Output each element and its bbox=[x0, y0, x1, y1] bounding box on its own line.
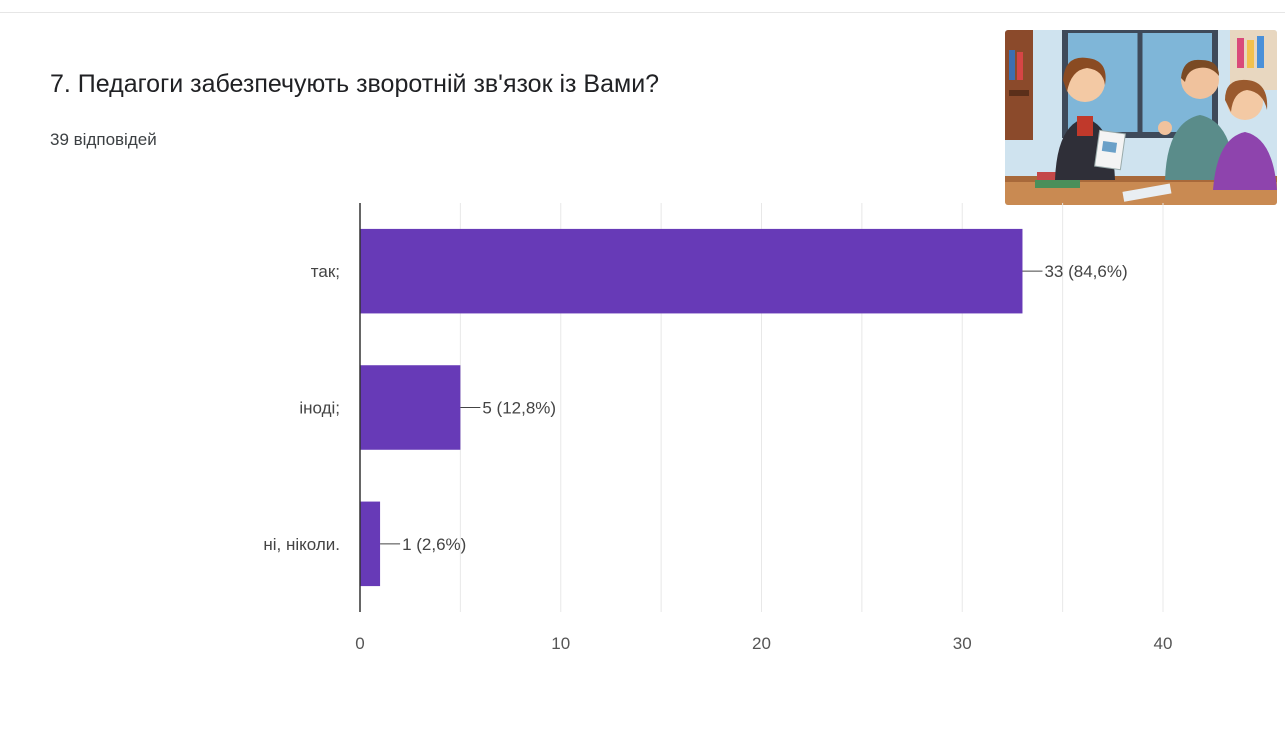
category-label: іноді; bbox=[299, 399, 340, 418]
bar bbox=[360, 501, 381, 587]
x-tick-label: 20 bbox=[752, 634, 771, 653]
response-count: 39 відповідей bbox=[50, 130, 157, 149]
x-tick-label: 0 bbox=[355, 634, 364, 653]
x-tick-label: 30 bbox=[953, 634, 972, 653]
bar bbox=[360, 365, 461, 450]
data-label: 33 (84,6%) bbox=[1044, 262, 1127, 281]
category-label: ні, ніколи. bbox=[263, 535, 340, 554]
bar bbox=[360, 228, 1023, 314]
teachers-parents-illustration bbox=[1005, 30, 1277, 205]
question-title: 7. Педагоги забезпечують зворотній зв'яз… bbox=[50, 70, 660, 98]
x-tick-label: 10 bbox=[551, 634, 570, 653]
data-label: 1 (2,6%) bbox=[402, 535, 466, 554]
x-tick-label: 40 bbox=[1154, 634, 1173, 653]
category-label: так; bbox=[311, 262, 340, 281]
data-label: 5 (12,8%) bbox=[482, 399, 556, 418]
